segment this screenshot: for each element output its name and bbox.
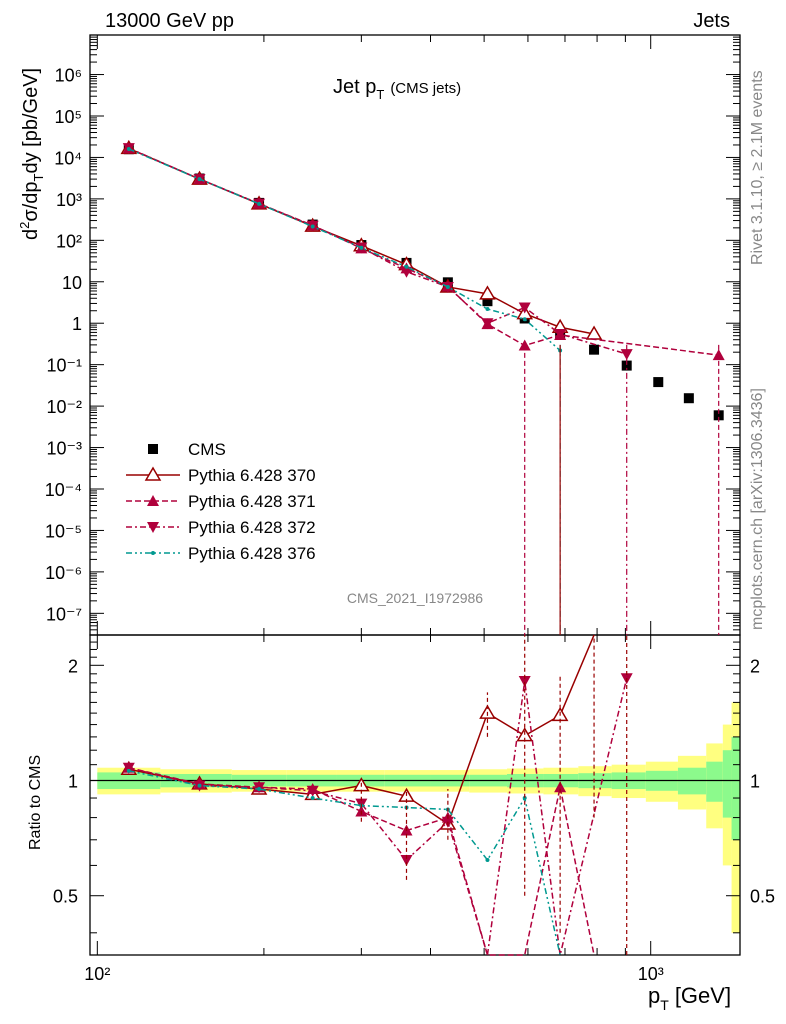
legend-marker <box>148 444 158 454</box>
ratio-point <box>122 762 135 774</box>
ratio-y-tick-label: 2 <box>68 656 78 676</box>
legend-marker <box>147 522 159 533</box>
ratio-point <box>257 787 262 792</box>
y-tick-label: 10⁻⁷ <box>46 604 82 624</box>
y-tick-label: 10⁻⁴ <box>45 480 82 500</box>
legend-item: Pythia 6.428 376 <box>126 544 316 563</box>
data-point <box>257 201 262 206</box>
legend-label: Pythia 6.428 370 <box>188 466 316 485</box>
ratio-y-tick-label: 0.5 <box>53 887 78 907</box>
series-1 <box>120 139 603 340</box>
data-point <box>522 317 527 322</box>
band-inner-segment <box>706 761 723 802</box>
data-point <box>683 393 694 404</box>
ratio-series-3 <box>126 768 561 956</box>
legend-item: Pythia 6.428 372 <box>126 518 316 537</box>
ratio-series-line <box>128 770 561 956</box>
series-line <box>128 147 719 356</box>
band-inner-segment <box>731 736 740 840</box>
side-label-top: Rivet 3.1.10, ≥ 2.1M events <box>749 70 766 265</box>
data-point <box>481 318 494 330</box>
header-left: 13000 GeV pp <box>105 10 234 32</box>
data-point <box>404 264 409 269</box>
y-tick-label: 10⁴ <box>54 148 82 168</box>
series-4 <box>126 146 563 353</box>
ratio-y-tick-label: 0.5 <box>750 887 775 907</box>
y-tick-label: 10⁻⁵ <box>45 521 82 541</box>
x-axis-label-sub: T <box>660 997 669 1013</box>
ratio-point <box>306 785 319 797</box>
data-point <box>485 307 490 312</box>
ratio-y-tick-label: 1 <box>68 772 78 792</box>
y-tick-label: 10⁵ <box>55 107 82 127</box>
chart-title: Jet pT (CMS jets) <box>333 76 461 102</box>
legend-label: Pythia 6.428 376 <box>188 544 316 563</box>
ratio-point <box>310 796 315 801</box>
data-point <box>554 328 567 340</box>
legend-label: Pythia 6.428 371 <box>188 492 316 511</box>
ratio-point <box>518 675 531 687</box>
y-tick-label: 10⁻³ <box>46 439 82 459</box>
data-point <box>197 177 202 182</box>
data-point <box>400 266 413 278</box>
data-point <box>445 284 450 289</box>
data-point <box>310 224 315 229</box>
ratio-y-tick-label: 2 <box>750 656 760 676</box>
data-point <box>713 410 724 421</box>
data-point <box>126 146 131 151</box>
y-tick-label: 1 <box>72 314 82 334</box>
data-point <box>589 344 600 355</box>
ratio-point <box>554 781 567 793</box>
series-line <box>128 148 561 352</box>
legend: CMS Pythia 6.428 370 Pythia 6.428 371 Pythi… <box>126 440 316 563</box>
data-point <box>482 296 493 307</box>
main-ylabel: d2σ/dpTdy [pb/GeV] <box>17 68 46 240</box>
data-point <box>359 245 364 250</box>
legend-item: Pythia 6.428 370 <box>126 466 316 485</box>
x-tick-label: 10³ <box>638 964 664 984</box>
analysis-watermark: CMS_2021_I1972986 <box>347 590 483 606</box>
y-tick-label: 10³ <box>56 190 82 210</box>
chart-title-note: (CMS jets) <box>390 80 461 97</box>
chart-marks <box>120 139 725 956</box>
ratio-plot-frame <box>89 634 741 956</box>
ratio-point <box>197 783 202 788</box>
y-tick-label: 10⁶ <box>55 66 82 86</box>
data-point <box>621 360 632 371</box>
x-axis-label-unit: [GeV] <box>675 983 731 1008</box>
legend-marker <box>144 466 162 481</box>
series-2 <box>122 142 725 361</box>
y-tick-label: 10⁻⁶ <box>45 563 82 583</box>
band-inner-segment <box>722 750 732 818</box>
chart-title-sub: T <box>376 87 384 102</box>
ratio-y-tick-label: 1 <box>750 772 760 792</box>
ratio-point <box>522 796 527 801</box>
data-point <box>479 285 496 300</box>
legend-item: Pythia 6.428 371 <box>126 492 316 511</box>
data-point <box>518 302 531 314</box>
ratio-uncertainty-band <box>90 702 740 933</box>
header-right: Jets <box>693 10 730 32</box>
legend-marker <box>151 551 155 555</box>
legend-marker <box>147 495 159 506</box>
y-tick-label: 10² <box>56 231 82 251</box>
ratio-point <box>485 857 490 862</box>
data-point <box>653 377 664 388</box>
x-axis-label: pT [GeV] <box>648 983 731 1013</box>
chart-title-main: Jet p <box>333 76 376 98</box>
legend-label: Pythia 6.428 372 <box>188 518 316 537</box>
x-tick-label: 10² <box>84 964 110 984</box>
ratio-point <box>126 768 131 773</box>
y-tick-label: 10⁻¹ <box>46 356 82 376</box>
legend-label: CMS <box>188 440 226 459</box>
legend-item: CMS <box>148 440 226 459</box>
y-tick-label: 10⁻² <box>46 397 82 417</box>
axis-ticks: 10² 10³ 10⁶ 10⁵ 10⁴ 10³ 10² 10 1 10⁻¹ 10⁻² 10⁻³ 10⁻⁴… <box>45 34 775 984</box>
ratio-point <box>400 854 413 866</box>
side-label-bottom: mcplots.cern.ch [arXiv:1306.3436] <box>749 388 766 630</box>
x-axis-label-main: p <box>648 983 660 1008</box>
ratio-ylabel: Ratio to CMS <box>27 755 44 850</box>
y-tick-label: 10 <box>62 273 82 293</box>
